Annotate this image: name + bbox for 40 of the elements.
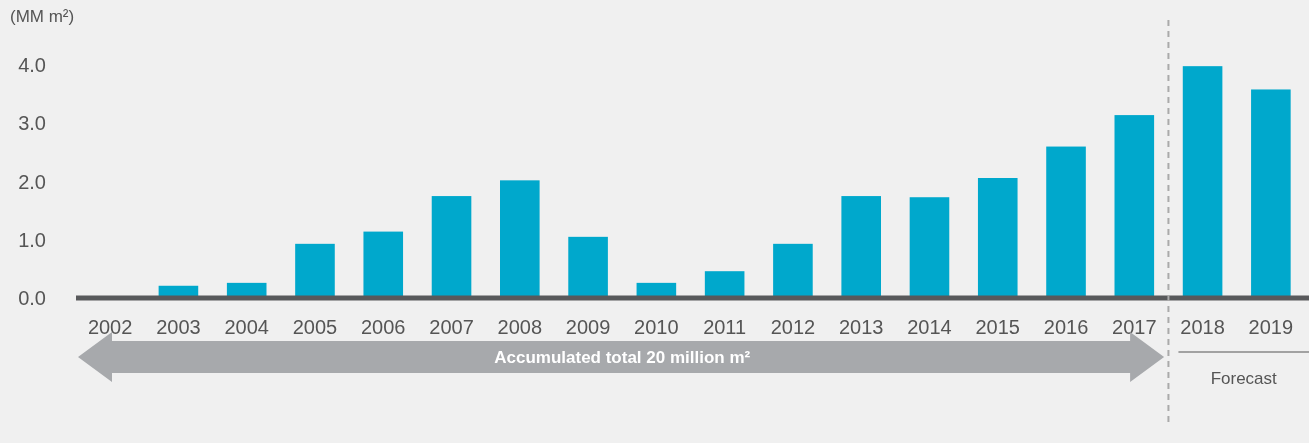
x-tick-label: 2019 [1248,316,1294,338]
bar [568,236,608,298]
bar [704,271,745,298]
x-tick-label: 2011 [703,316,747,338]
x-tick-label: 2004 [224,316,269,338]
y-tick-label: 1.0 [18,228,46,251]
text: Accumulated total 20 million m² [494,348,751,367]
x-tick-label: 2006 [361,316,406,338]
y-axis-title: (MM m²) [10,7,75,26]
bar [977,178,1018,298]
x-tick-label: 2010 [634,316,679,338]
x-tick-label: 2005 [292,316,338,338]
bar [909,197,950,298]
bar [500,180,540,298]
bar [1251,89,1291,298]
bar [841,196,881,298]
bar [431,196,472,298]
y-tick-label: 3.0 [18,112,46,135]
y-tick-label: 0.0 [18,287,46,309]
x-tick-label: 2017 [1112,316,1157,338]
text: Forecast [1210,369,1278,388]
x-tick-label: 2007 [429,316,474,338]
x-tick-label: 2016 [1043,316,1089,338]
x-tick-label: 2014 [907,316,952,338]
bar [295,243,335,298]
x-tick-label: 2002 [87,316,133,338]
bar [1046,146,1086,298]
x-tick-label: 2018 [1180,316,1225,338]
x-tick-label: 2003 [156,316,201,338]
bar [1182,66,1223,298]
bar [1114,115,1155,298]
y-tick-label: 4.0 [18,54,46,76]
y-tick-label: 2.0 [18,170,46,193]
x-tick-label: 2015 [975,316,1020,338]
x-tick-label: 2008 [497,316,543,338]
x-tick-label: 2012 [770,316,816,338]
bar [363,231,404,298]
x-tick-label: 2013 [838,316,884,338]
bar [773,243,813,298]
x-tick-label: 2009 [565,316,611,338]
